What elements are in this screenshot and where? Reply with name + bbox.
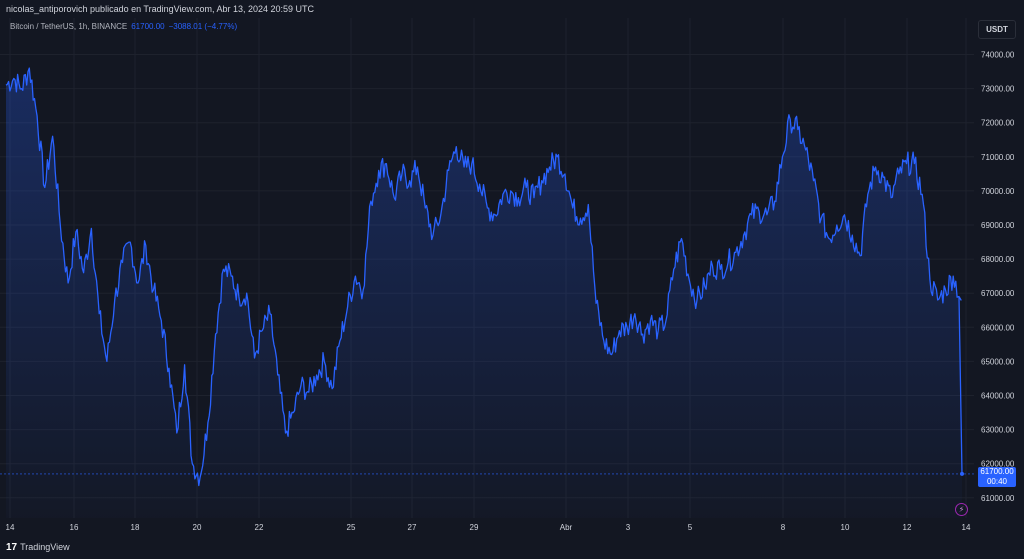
x-tick-label: 25 — [347, 523, 356, 532]
x-tick-label: 14 — [962, 523, 971, 532]
x-tick-label: 10 — [841, 523, 850, 532]
legend-last-price: 61700.00 — [131, 22, 165, 31]
x-tick-label: 22 — [255, 523, 264, 532]
y-tick-label: 74000.00 — [981, 51, 1015, 60]
brand-name: TradingView — [20, 542, 70, 552]
y-tick-label: 63000.00 — [981, 426, 1015, 435]
x-tick-label: Abr — [560, 523, 573, 532]
y-tick-label: 73000.00 — [981, 85, 1015, 94]
last-price-dot — [960, 471, 964, 476]
x-tick-label: 8 — [781, 523, 786, 532]
y-tick-label: 70000.00 — [981, 187, 1015, 196]
publisher-line: nicolas_antiporovich publicado en Tradin… — [6, 4, 315, 14]
x-tick-label: 16 — [70, 523, 79, 532]
price-tag-countdown: 00:40 — [986, 477, 1008, 486]
chart-area[interactable]: 61000.00 62000.00 63000.00 64000.00 65000.00… — [0, 18, 1024, 536]
x-tick-label: 3 — [626, 523, 631, 532]
y-tick-label: 67000.00 — [981, 289, 1015, 298]
x-tick-label: 18 — [131, 523, 140, 532]
x-tick-label: 5 — [688, 523, 693, 532]
y-tick-label: 61000.00 — [981, 494, 1015, 503]
price-line — [5, 67, 963, 487]
lightning-icon[interactable]: ⚡ — [955, 503, 968, 516]
y-tick-label: 65000.00 — [981, 357, 1015, 366]
publisher-header: nicolas_antiporovich publicado en Tradin… — [0, 0, 1024, 18]
y-tick-label: 66000.00 — [981, 323, 1015, 332]
tradingview-logo-icon: 17 — [6, 542, 18, 553]
x-tick-label: 27 — [408, 523, 417, 532]
y-tick-label: 68000.00 — [981, 255, 1015, 264]
x-tick-label: 14 — [6, 523, 15, 532]
x-tick-label: 12 — [903, 523, 912, 532]
y-tick-label: 72000.00 — [981, 119, 1015, 128]
symbol-label: Bitcoin / TetherUS, 1h, BINANCE — [10, 22, 128, 31]
price-chart[interactable]: 61000.00 62000.00 63000.00 64000.00 65000.00… — [0, 18, 1024, 536]
last-price-tag: 61700.00 00:40 — [978, 467, 1016, 487]
y-tick-label: 71000.00 — [981, 153, 1015, 162]
symbol-legend[interactable]: Bitcoin / TetherUS, 1h, BINANCE 61700.00−… — [10, 22, 237, 31]
y-tick-label: 62000.00 — [981, 460, 1015, 469]
price-area-fill — [6, 68, 962, 518]
x-tick-label: 20 — [193, 523, 202, 532]
currency-button[interactable]: USDT — [978, 20, 1016, 39]
legend-change: −3088.01 (−4.77%) — [168, 22, 238, 31]
price-tag-value: 61700.00 — [980, 467, 1014, 476]
footer: 17 TradingView — [0, 536, 1024, 558]
time-axis: 14 16 18 20 22 25 27 29 Abr 3 5 8 10 12 14 — [6, 523, 971, 532]
price-axis: 61000.00 62000.00 63000.00 64000.00 65000.00… — [981, 51, 1015, 503]
y-tick-label: 64000.00 — [981, 392, 1015, 401]
y-tick-label: 69000.00 — [981, 221, 1015, 230]
x-tick-label: 29 — [470, 523, 479, 532]
